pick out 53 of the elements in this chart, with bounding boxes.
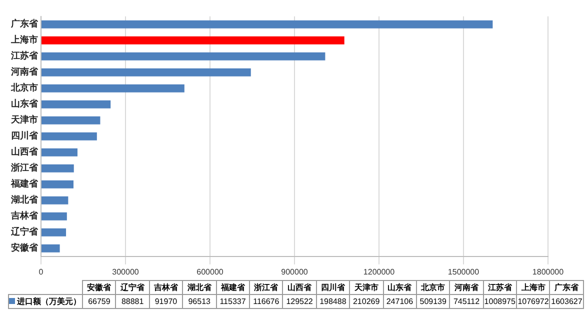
y-tick-label: 河南省 [10, 66, 39, 78]
y-tick-label: 安徽省 [11, 242, 39, 254]
text: 210269 [350, 294, 384, 308]
text: 91970 [149, 294, 183, 308]
text: 88881 [116, 294, 150, 308]
category-label: 福建省 [220, 283, 245, 292]
y-tick-label: 福建省 [10, 178, 39, 190]
category-label: 湖北省 [187, 283, 212, 292]
text: 129522 [282, 294, 316, 308]
y-tick-label: 湖北省 [10, 194, 39, 206]
category-label: 山东省 [388, 283, 412, 292]
y-tick-label: 北京市 [10, 82, 38, 94]
x-tick-label: 300000 [112, 267, 140, 276]
x-tick-label: 1500000 [448, 267, 480, 276]
text: 1603627 [550, 294, 584, 308]
text: 115337 [216, 294, 250, 308]
text: 509139 [416, 294, 450, 308]
text: 745112 [450, 294, 484, 308]
y-tick-label: 山西省 [11, 146, 39, 158]
category-label: 北京市 [421, 283, 446, 292]
legend-label: 进口额（万美元） [17, 297, 81, 306]
text: 247106 [383, 294, 416, 308]
category-label: 辽宁省 [120, 283, 145, 292]
text: 116676 [249, 294, 283, 308]
category-label: 河南省 [454, 283, 478, 292]
x-tick-label: 0 [38, 267, 44, 276]
category-label: 山西省 [288, 283, 312, 292]
text: 198488 [316, 294, 350, 308]
category-label: 广东省 [554, 283, 579, 292]
y-tick-label: 江苏省 [10, 50, 39, 62]
y-tick-label: 浙江省 [10, 162, 39, 174]
category-label: 天津市 [354, 283, 378, 292]
text: 96513 [182, 294, 216, 308]
x-tick-label: 1200000 [363, 267, 396, 276]
category-label: 上海市 [521, 283, 546, 292]
x-tick-label: 1800000 [532, 267, 564, 276]
category-label: 吉林省 [154, 283, 178, 292]
x-tick-label: 600000 [196, 267, 224, 276]
text: 1008975 [483, 294, 517, 308]
y-tick-label: 天津市 [10, 114, 38, 126]
category-label: 浙江省 [254, 283, 278, 292]
x-tick-label: 900000 [281, 267, 308, 276]
y-tick-label: 上海市 [10, 34, 38, 46]
y-tick-label: 山东省 [11, 98, 39, 110]
y-tick-label: 辽宁省 [10, 226, 39, 238]
category-label: 安徽省 [87, 283, 112, 292]
y-tick-label: 吉林省 [10, 210, 39, 222]
y-tick-label: 四川省 [11, 130, 39, 142]
category-label: 江苏省 [488, 283, 512, 292]
text: 66759 [82, 294, 116, 308]
y-tick-label: 广东省 [10, 18, 39, 30]
category-label: 四川省 [320, 283, 345, 292]
text: 1076972 [516, 294, 550, 308]
